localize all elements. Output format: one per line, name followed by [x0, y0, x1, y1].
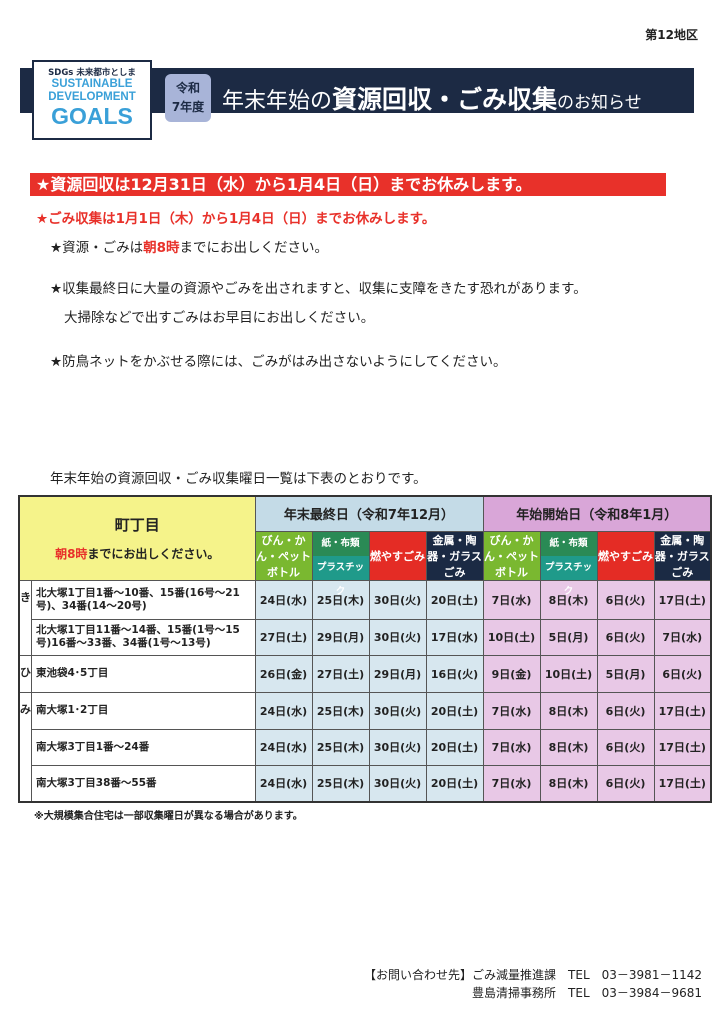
bullet-large-amount: ★収集最終日に大量の資源やごみを出されますと、収集に支障をきたす恐れがあります。: [50, 281, 587, 297]
date-cell: 30日(火): [368, 691, 427, 730]
date-cell: 16日(火): [425, 654, 484, 693]
table-row: き北大塚1丁目1番～10番、15番(16号～21号)、34番(14～20号) 24…: [18, 579, 712, 656]
table-row: み南大塚1･2丁目 24日(水) 25日(木) 30日(火) 20日(土) 7日(水) 8日…: [18, 691, 712, 803]
date-cell: 10日(土): [539, 654, 598, 693]
area-name: 東池袋4･5丁目: [31, 654, 256, 693]
date-cell: 8日(木): [539, 691, 598, 730]
date-cell: 24日(水): [254, 728, 313, 766]
area-name: 北大塚1丁目11番～14番、15番(1号～15号)16番～33番、34番(1号～…: [31, 618, 256, 656]
year-start-header: 年始開始日（令和8年1月）: [482, 495, 712, 532]
area-name: 南大塚3丁目1番～24番: [31, 728, 256, 766]
date-cell: 6日(火): [596, 579, 655, 620]
date-cell: 6日(火): [596, 764, 655, 803]
table-row: 南大塚3丁目38番～55番 24日(水) 25日(木) 30日(火) 20日(土) 7日(…: [19, 764, 712, 803]
date-cell: 24日(水): [254, 691, 313, 730]
date-cell: 7日(水): [482, 691, 541, 730]
sdgs-logo: SDGs 未来都市としま SUSTAINABLE DEVELOPMENT GOA…: [32, 60, 152, 140]
kana-index: ひ: [18, 654, 32, 693]
date-cell: 30日(火): [368, 728, 427, 766]
area-name: 南大塚1･2丁目: [31, 691, 256, 730]
date-cell: 25日(木): [311, 764, 370, 803]
date-cell: 30日(火): [368, 764, 427, 803]
date-cell: 6日(火): [596, 728, 655, 766]
date-cell: 17日(水): [425, 618, 484, 656]
table-intro: 年末年始の資源回収・ごみ収集曜日一覧は下表のとおりです。: [50, 471, 427, 487]
table-row: 北大塚1丁目11番～14番、15番(1号～15号)16番～33番、34番(1号～…: [19, 618, 712, 656]
date-cell: 26日(金): [254, 654, 313, 693]
date-cell: 25日(木): [311, 728, 370, 766]
date-cell: 7日(水): [482, 764, 541, 803]
table-row: 南大塚3丁目1番～24番 24日(水) 25日(木) 30日(火) 20日(土) 7日(水…: [19, 728, 712, 766]
date-cell: 8日(木): [539, 579, 598, 620]
category-burnable: 燃やすごみ: [368, 530, 427, 581]
year-end-header: 年末最終日（令和7年12月）: [254, 495, 484, 532]
area-name: 北大塚1丁目1番～10番、15番(16号～21号)、34番(14～20号): [31, 579, 256, 620]
date-cell: 17日(土): [653, 579, 712, 620]
table-row: ひ東池袋4･5丁目 26日(金) 27日(土) 29日(月) 16日(火) 9日(金) 10…: [18, 654, 712, 693]
date-cell: 6日(火): [596, 691, 655, 730]
date-cell: 8日(木): [539, 728, 598, 766]
date-cell: 25日(木): [311, 579, 370, 620]
category-bottles: びん・かん・ペットボトル: [254, 530, 313, 581]
date-cell: 20日(土): [425, 691, 484, 730]
kana-index: み: [18, 691, 32, 803]
bullet-large-amount-2: 大掃除などで出すごみはお早目にお出しください。: [64, 310, 375, 326]
date-cell: 25日(木): [311, 691, 370, 730]
bullet-time: ★資源・ごみは朝8時までにお出しください。: [50, 240, 329, 256]
category-paper-plastic: 紙・布類プラスチック: [539, 530, 598, 597]
date-cell: 20日(土): [425, 764, 484, 803]
date-cell: 27日(土): [311, 654, 370, 693]
date-cell: 17日(土): [653, 764, 712, 803]
date-cell: 20日(土): [425, 728, 484, 766]
contact-info: 【お問い合わせ先】ごみ減量推進課 TEL 03－3981－1142 豊島清掃事務…: [364, 968, 702, 1000]
date-cell: 10日(土): [482, 618, 541, 656]
date-cell: 17日(土): [653, 691, 712, 730]
bullet-net: ★防鳥ネットをかぶせる際には、ごみがはみ出さないようにしてください。: [50, 354, 507, 370]
category-burnable: 燃やすごみ: [596, 530, 655, 581]
date-cell: 6日(火): [596, 618, 655, 656]
date-cell: 24日(水): [254, 764, 313, 803]
category-metal-glass: 金属・陶器・ガラスごみ: [653, 530, 712, 581]
date-cell: 6日(火): [653, 654, 712, 693]
date-cell: 24日(水): [254, 579, 313, 620]
date-cell: 30日(火): [368, 579, 427, 620]
date-cell: 7日(水): [653, 618, 712, 656]
date-cell: 7日(水): [482, 579, 541, 620]
category-paper-plastic: 紙・布類プラスチック: [311, 530, 370, 597]
garbage-holiday-notice: ★ごみ収集は1月1日（木）から1月4日（日）までお休みします。: [36, 211, 436, 227]
kana-index: き: [18, 579, 32, 656]
date-cell: 8日(木): [539, 764, 598, 803]
date-cell: 5日(月): [539, 618, 598, 656]
category-metal-glass: 金属・陶器・ガラスごみ: [425, 530, 484, 581]
schedule-table: 町丁目 朝8時までにお出しください。 年末最終日（令和7年12月） 年始開始日（…: [18, 495, 712, 803]
date-cell: 7日(水): [482, 728, 541, 766]
page-title: 年末年始の資源回収・ごみ収集のお知らせ: [222, 85, 642, 114]
year-badge: 令和 7年度: [165, 74, 211, 122]
date-cell: 30日(火): [368, 618, 427, 656]
date-cell: 29日(月): [311, 618, 370, 656]
area-name: 南大塚3丁目38番～55番: [31, 764, 256, 803]
date-cell: 20日(土): [425, 579, 484, 620]
footnote: ※大規模集合住宅は一部収集曜日が異なる場合があります。: [34, 811, 303, 822]
category-bottles: びん・かん・ペットボトル: [482, 530, 541, 581]
date-cell: 5日(月): [596, 654, 655, 693]
date-cell: 17日(土): [653, 728, 712, 766]
district-label: 第12地区: [645, 28, 698, 42]
date-cell: 27日(土): [254, 618, 313, 656]
resource-holiday-banner: ★資源回収は12月31日（水）から1月4日（日）までお休みします。: [30, 173, 666, 196]
area-header: 町丁目 朝8時までにお出しください。: [18, 495, 256, 581]
date-cell: 29日(月): [368, 654, 427, 693]
date-cell: 9日(金): [482, 654, 541, 693]
